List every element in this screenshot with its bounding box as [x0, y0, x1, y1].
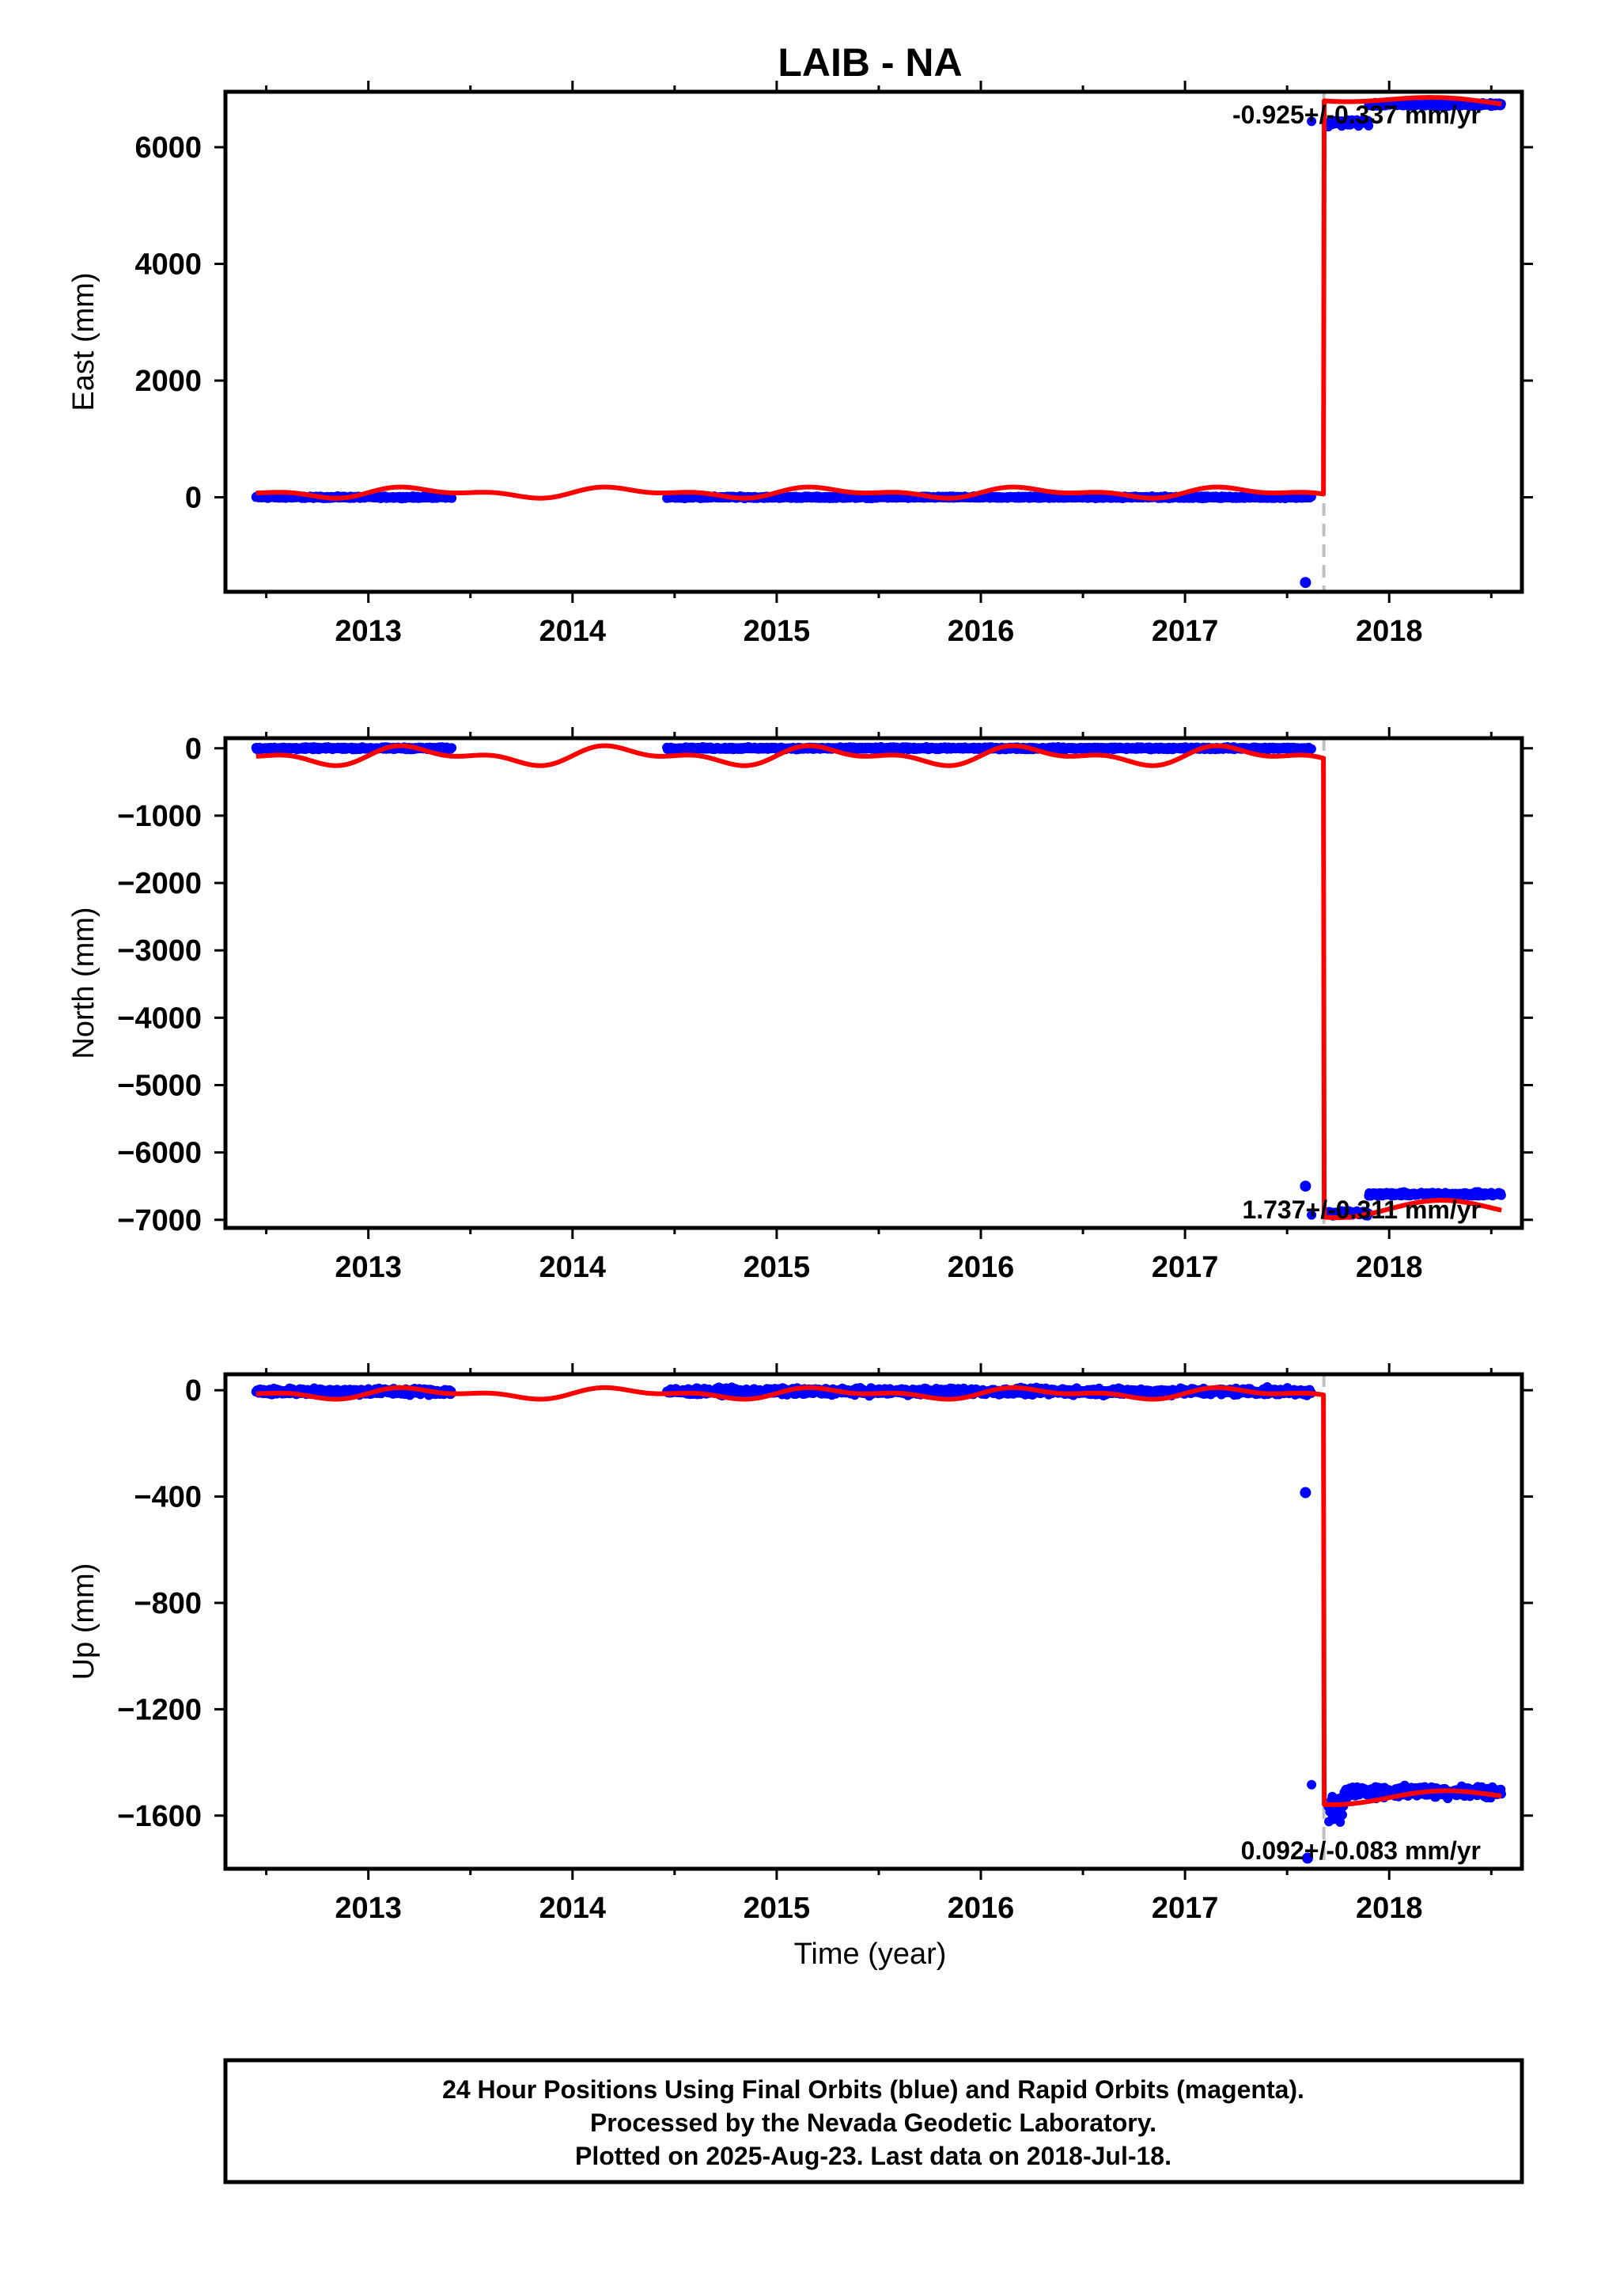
outlier-point [1300, 577, 1311, 589]
position-point [1496, 1190, 1506, 1200]
x-tick-label: 2017 [1152, 615, 1219, 648]
north-plot-area [251, 738, 1506, 1228]
north-panel: 2013 2014 2015 2016 2017 2018 0 −1000 −2000 −3000… [67, 727, 1533, 1284]
x-tick-label: 2016 [948, 1251, 1015, 1284]
y-tick-label: −6000 [117, 1137, 202, 1170]
position-point [1306, 744, 1316, 754]
x-tick-label: 2014 [539, 1251, 607, 1284]
east-y-axis-label: East (mm) [67, 272, 100, 411]
north-plot-frame [223, 736, 1524, 1230]
x-tick-label: 2015 [744, 615, 811, 648]
chart-title: LAIB - NA [778, 40, 962, 85]
outlier-point [1300, 1180, 1311, 1192]
final-orbit-positions [251, 97, 1506, 589]
x-tick-label: 2013 [335, 1251, 402, 1284]
position-point [1364, 120, 1374, 131]
north-rate-label: 1.737+/-0.311 mm/yr [1242, 1195, 1481, 1224]
final-orbit-positions [251, 1382, 1506, 1864]
up-plot-area [251, 1374, 1506, 1869]
model-fit-curve [254, 95, 1504, 501]
up-panel: 2013 2014 2015 2016 2017 20180−400−800−1200−1… [67, 1363, 1533, 1925]
final-orbit-positions [251, 741, 1506, 1221]
x-tick-label: 2015 [744, 1251, 811, 1284]
y-tick-label: −5000 [117, 1069, 202, 1102]
east-rate-label: -0.925+/-0.337 mm/yr [1232, 100, 1481, 129]
position-point [1307, 116, 1317, 127]
position-point [447, 743, 457, 753]
y-tick-label: 6000 [134, 131, 202, 165]
x-tick-label: 2014 [539, 615, 607, 648]
north-y-axis-label: North (mm) [67, 907, 100, 1059]
y-tick-label: 4000 [134, 248, 202, 282]
x-tick-label: 2016 [948, 615, 1015, 648]
y-tick-label: 2000 [134, 365, 202, 398]
x-tick-label: 2018 [1356, 615, 1423, 648]
x-tick-label: 2018 [1356, 1251, 1423, 1284]
y-tick-label: −2000 [117, 867, 202, 900]
position-point [447, 493, 457, 503]
y-tick-label: 0 [185, 482, 202, 515]
y-tick-label: 0 [185, 733, 202, 766]
y-tick-label: −1000 [117, 800, 202, 833]
east-plot-area [251, 92, 1506, 592]
x-tick-label: 2017 [1152, 1251, 1219, 1284]
y-tick-label: −3000 [117, 934, 202, 968]
east-panel: 2013 2014 2015 2016 2017 2018 0 2000 4000 6000 Eas… [67, 81, 1533, 648]
y-tick-label: −7000 [117, 1204, 202, 1237]
x-tick-label: 2013 [335, 615, 402, 648]
model-fit-curve [254, 743, 1504, 1220]
east-plot-frame [223, 89, 1524, 594]
y-tick-label: −4000 [117, 1002, 202, 1035]
